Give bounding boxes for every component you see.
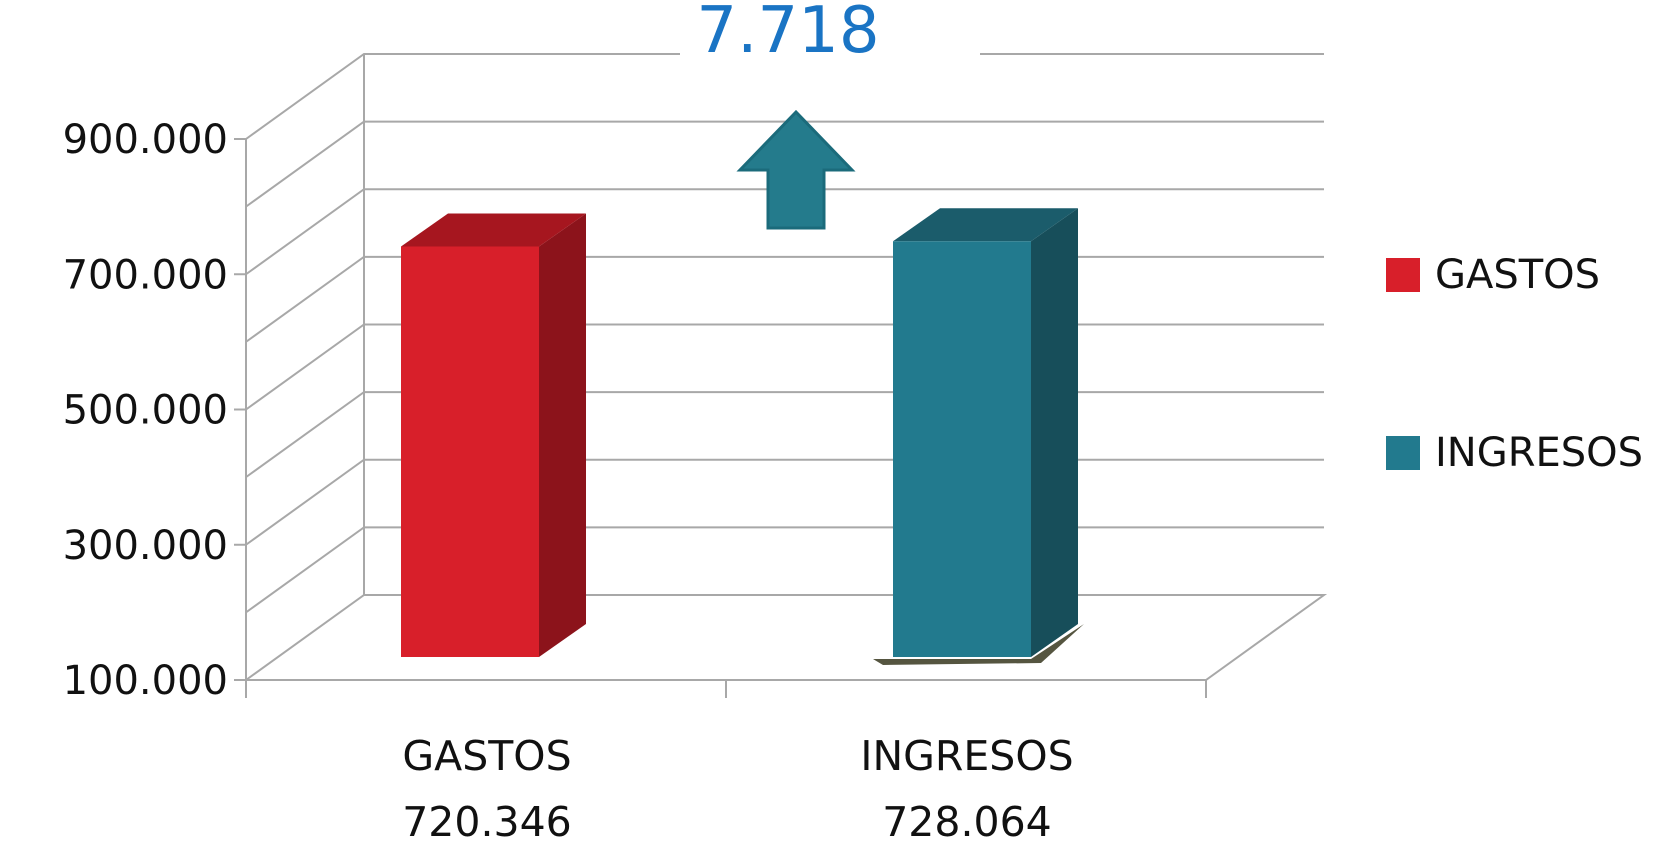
y-tick-label: 100.000 xyxy=(63,658,228,704)
x-category-label: INGRESOS xyxy=(860,732,1073,780)
legend-label: INGRESOS xyxy=(1435,430,1643,476)
bar-shadow xyxy=(873,624,1084,665)
legend-label: GASTOS xyxy=(1435,252,1600,298)
bar-top xyxy=(893,208,1078,242)
y-tick-label: 900.000 xyxy=(63,117,228,163)
y-tick-label: 300.000 xyxy=(63,523,228,569)
bar-side xyxy=(1031,208,1078,657)
bar-gastos xyxy=(401,213,586,657)
bar-front xyxy=(401,246,539,657)
y-tick-label: 500.000 xyxy=(63,388,228,434)
x-category-value-label: 728.064 xyxy=(882,798,1052,846)
category-labels: GASTOS 720.346 INGRESOS 728.064 xyxy=(402,732,1073,846)
x-axis xyxy=(245,679,1207,698)
legend-item-ingresos: INGRESOS xyxy=(1386,430,1643,476)
difference-annotation: 7.718 xyxy=(680,0,980,230)
back-wall-grid xyxy=(245,53,1324,614)
bar-front xyxy=(893,241,1031,657)
legend-swatch xyxy=(1386,258,1420,292)
difference-label-background xyxy=(680,0,980,70)
legend: GASTOS INGRESOS xyxy=(1386,252,1643,476)
legend-swatch xyxy=(1386,436,1420,470)
x-category-value-label: 720.346 xyxy=(402,798,572,846)
y-axis: 100.000 300.000 500.000 700.000 900.000 xyxy=(63,117,247,704)
x-category-label: GASTOS xyxy=(402,732,571,780)
bar-top xyxy=(401,213,586,247)
up-arrow-icon xyxy=(736,109,856,230)
bars xyxy=(401,208,1084,665)
difference-label: 7.718 xyxy=(696,0,879,68)
y-tick-label: 700.000 xyxy=(63,252,228,298)
bar-ingresos xyxy=(873,208,1084,665)
bar-side xyxy=(539,213,586,657)
legend-item-gastos: GASTOS xyxy=(1386,252,1600,298)
